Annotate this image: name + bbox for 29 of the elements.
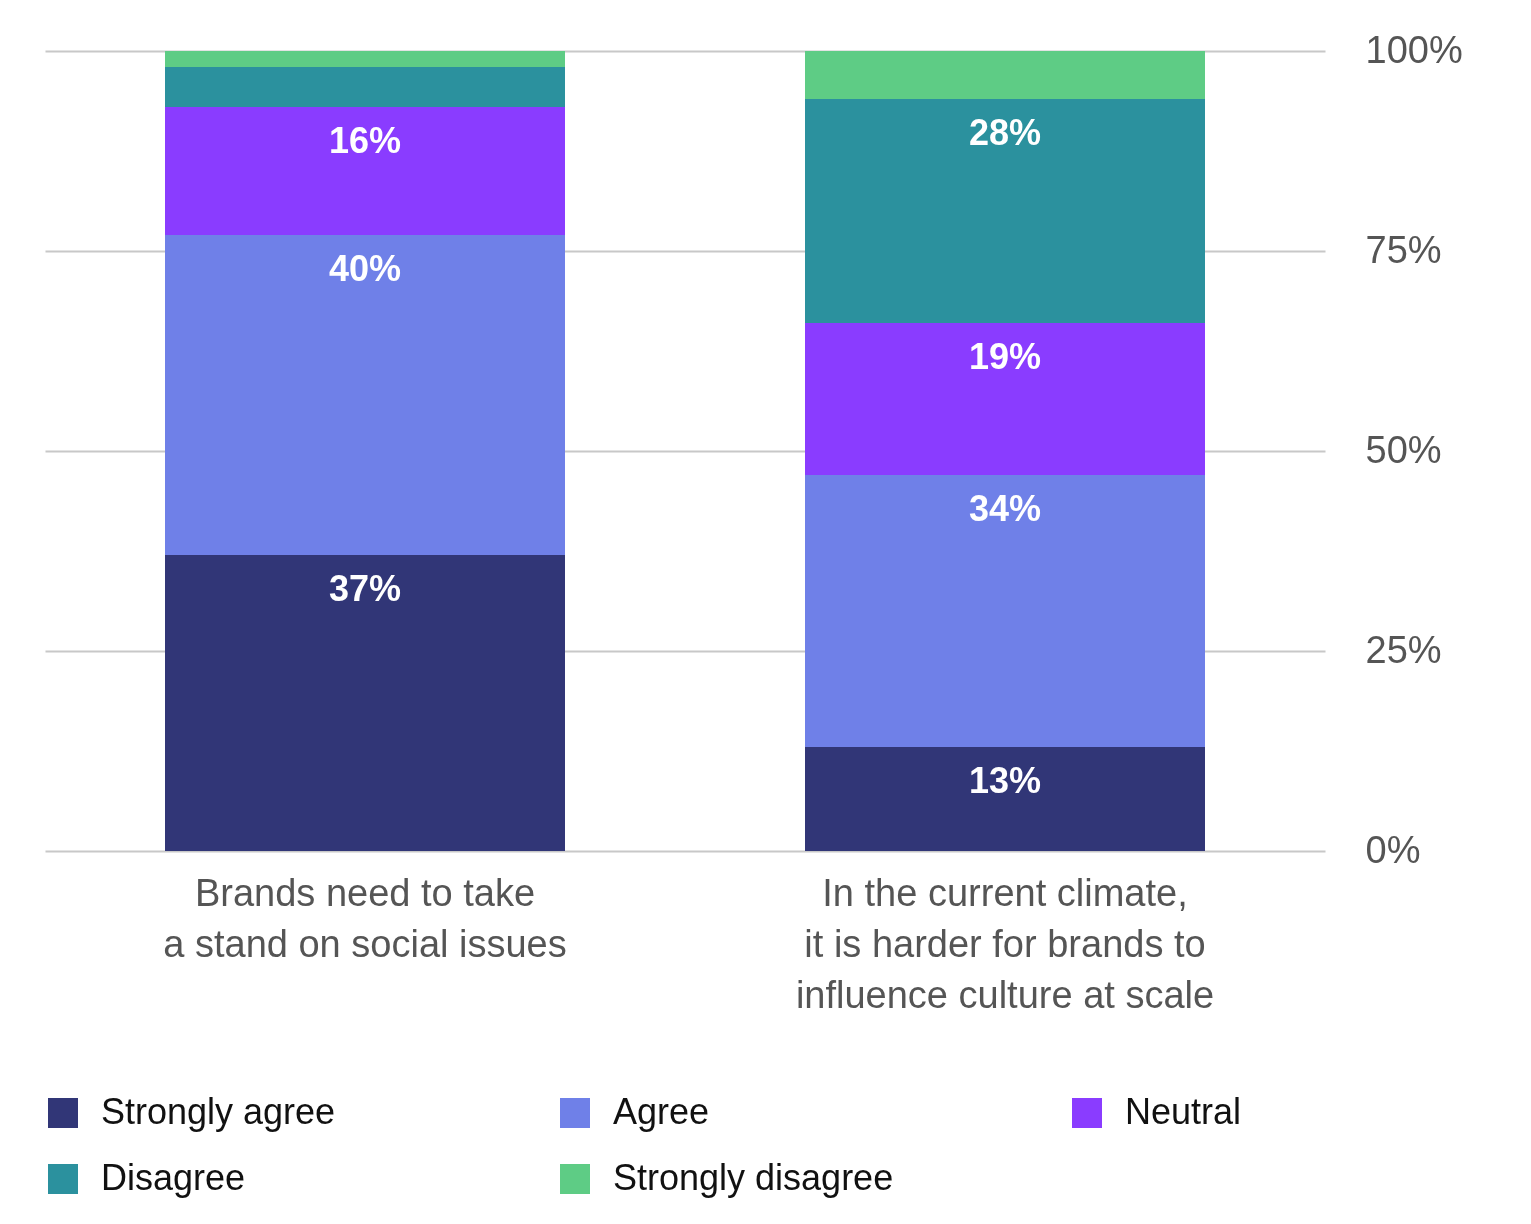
- legend-label: Agree: [613, 1091, 710, 1132]
- bar: [805, 747, 1205, 851]
- y-tick-label: 25%: [1365, 628, 1442, 671]
- data-label: 37%: [328, 568, 402, 609]
- bar: [165, 555, 565, 851]
- legend-label: Disagree: [101, 1157, 246, 1198]
- data-label: 40%: [328, 248, 402, 289]
- bar: [165, 51, 565, 67]
- data-label: 28%: [968, 112, 1042, 153]
- y-tick-label: 0%: [1365, 828, 1421, 871]
- bar: [805, 51, 1205, 99]
- y-tick-label: 75%: [1365, 228, 1442, 271]
- bar: [165, 107, 565, 235]
- y-tick-label: 50%: [1365, 428, 1442, 471]
- bar: [805, 323, 1205, 475]
- x-tick-label: In the current climate, it is harder for brands to influence culture at scale: [795, 871, 1215, 1016]
- bar: [805, 475, 1205, 747]
- legend-label: Neutral: [1125, 1091, 1242, 1132]
- bar: [165, 67, 565, 107]
- data-label: 19%: [968, 336, 1042, 377]
- y-tick-label: 100%: [1365, 28, 1463, 71]
- legend-label: Strongly disagree: [613, 1157, 894, 1198]
- x-tick-label: Brands need to take a stand on social issues: [163, 871, 567, 965]
- data-label: 13%: [968, 760, 1042, 801]
- bar: [805, 99, 1205, 323]
- legend-label: Strongly agree: [101, 1091, 336, 1132]
- data-label: 34%: [968, 488, 1042, 529]
- bar: [165, 235, 565, 555]
- data-label: 16%: [328, 120, 402, 161]
